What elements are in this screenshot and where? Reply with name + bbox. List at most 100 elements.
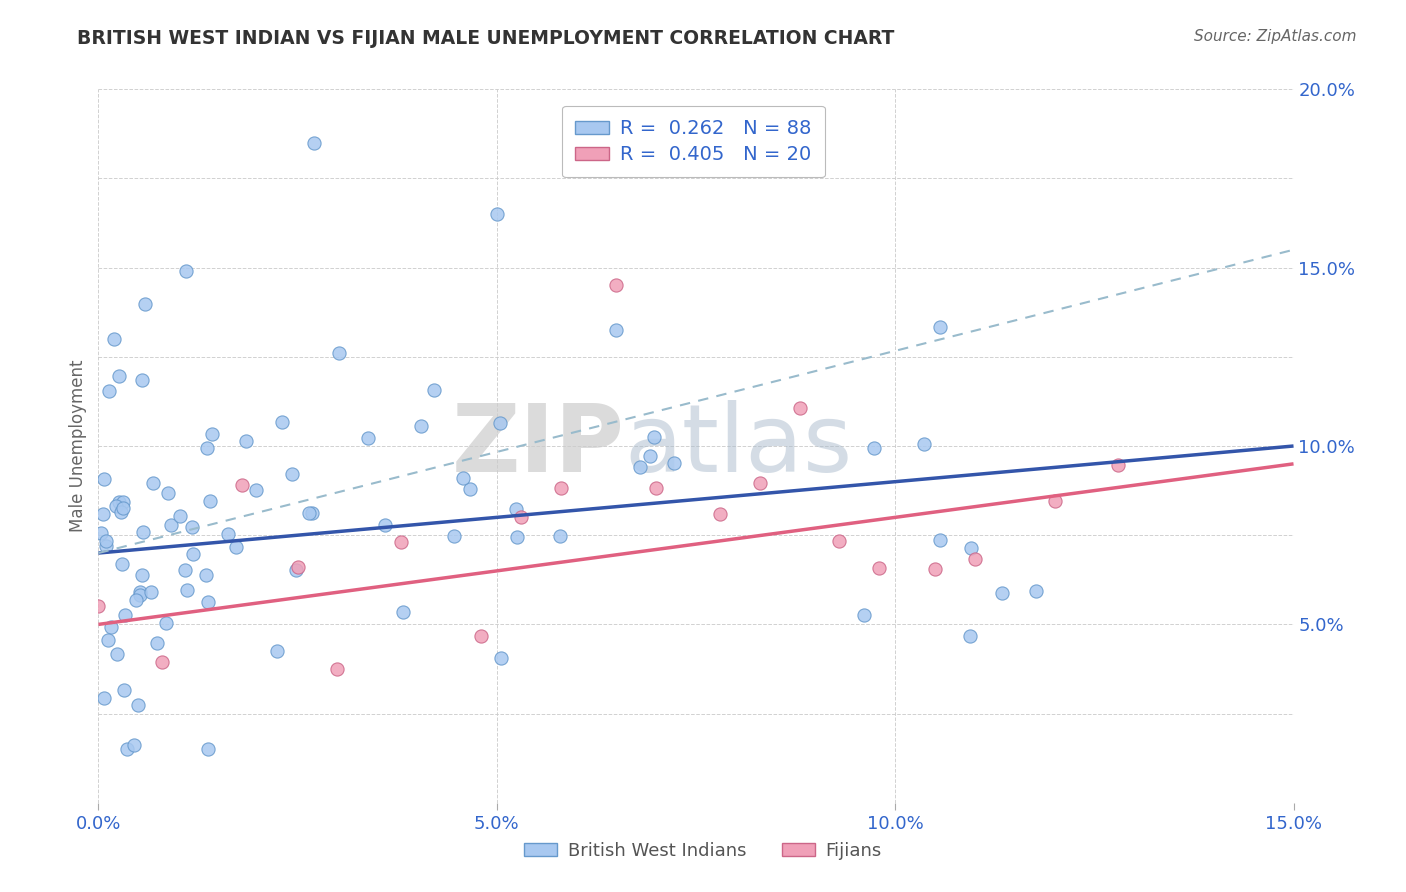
Point xyxy=(1107,458,1129,473)
Point xyxy=(93,691,115,706)
Point xyxy=(298,506,321,520)
Point xyxy=(173,563,195,577)
Point xyxy=(443,528,465,542)
Point xyxy=(103,332,125,346)
Point xyxy=(505,501,527,516)
Point xyxy=(174,264,197,278)
Point xyxy=(131,373,153,387)
Point xyxy=(94,539,117,553)
Point xyxy=(169,509,191,524)
Point xyxy=(963,552,986,566)
Point xyxy=(150,655,173,669)
Point xyxy=(929,533,952,547)
Point xyxy=(93,472,115,486)
Point xyxy=(134,296,156,310)
Point xyxy=(491,650,513,665)
Point xyxy=(266,644,288,658)
Point xyxy=(284,563,307,577)
Y-axis label: Male Unemployment: Male Unemployment xyxy=(69,359,87,533)
Point xyxy=(640,449,662,463)
Point xyxy=(271,415,294,429)
Point xyxy=(127,698,149,712)
Point xyxy=(156,486,179,500)
Point xyxy=(128,588,150,602)
Point xyxy=(160,518,183,533)
Point xyxy=(100,620,122,634)
Point xyxy=(301,507,323,521)
Text: Source: ZipAtlas.com: Source: ZipAtlas.com xyxy=(1194,29,1357,44)
Point xyxy=(197,594,219,608)
Point xyxy=(1043,494,1066,508)
Point xyxy=(107,495,129,509)
Point xyxy=(789,401,811,416)
Point xyxy=(853,608,876,623)
Point xyxy=(105,648,128,662)
Point xyxy=(194,567,217,582)
Point xyxy=(392,606,415,620)
Point xyxy=(605,278,627,293)
Point xyxy=(326,662,349,676)
Point xyxy=(87,599,110,613)
Point xyxy=(231,478,253,492)
Point xyxy=(195,441,218,455)
Point xyxy=(176,582,198,597)
Point xyxy=(1025,583,1047,598)
Point xyxy=(90,525,112,540)
Point xyxy=(105,499,128,513)
Point xyxy=(110,505,132,519)
Point xyxy=(506,530,529,544)
Point xyxy=(111,557,134,571)
Point xyxy=(458,483,481,497)
Point xyxy=(328,346,350,360)
Point xyxy=(422,383,444,397)
Point xyxy=(409,419,432,434)
Point xyxy=(509,510,531,524)
Point xyxy=(960,541,983,555)
Text: atlas: atlas xyxy=(624,400,852,492)
Point xyxy=(828,533,851,548)
Point xyxy=(389,534,412,549)
Point xyxy=(281,467,304,482)
Point xyxy=(225,541,247,555)
Point xyxy=(96,534,118,549)
Point xyxy=(991,586,1014,600)
Point xyxy=(146,636,169,650)
Point xyxy=(181,519,204,533)
Point xyxy=(132,524,155,539)
Point xyxy=(181,548,204,562)
Point xyxy=(125,592,148,607)
Point xyxy=(97,632,120,647)
Point xyxy=(863,441,886,455)
Point xyxy=(98,384,121,399)
Point xyxy=(217,526,239,541)
Point xyxy=(924,562,946,576)
Point xyxy=(114,683,136,698)
Point xyxy=(200,493,222,508)
Point xyxy=(470,629,492,643)
Point xyxy=(122,738,145,752)
Point xyxy=(128,585,150,599)
Legend: British West Indians, Fijians: British West Indians, Fijians xyxy=(517,835,889,867)
Point xyxy=(107,368,129,383)
Point xyxy=(643,430,665,444)
Point xyxy=(356,431,378,445)
Point xyxy=(451,471,474,485)
Point xyxy=(111,500,134,515)
Point xyxy=(928,320,950,334)
Point xyxy=(548,528,571,542)
Point xyxy=(374,517,396,532)
Point xyxy=(235,434,257,449)
Point xyxy=(485,207,508,221)
Point xyxy=(197,742,219,756)
Point xyxy=(287,560,309,574)
Point xyxy=(550,481,572,495)
Point xyxy=(489,416,512,430)
Point xyxy=(912,437,935,451)
Text: ZIP: ZIP xyxy=(451,400,624,492)
Point xyxy=(111,495,134,509)
Point xyxy=(114,608,136,623)
Point xyxy=(115,742,138,756)
Point xyxy=(245,483,267,497)
Point xyxy=(709,508,731,522)
Point xyxy=(959,629,981,643)
